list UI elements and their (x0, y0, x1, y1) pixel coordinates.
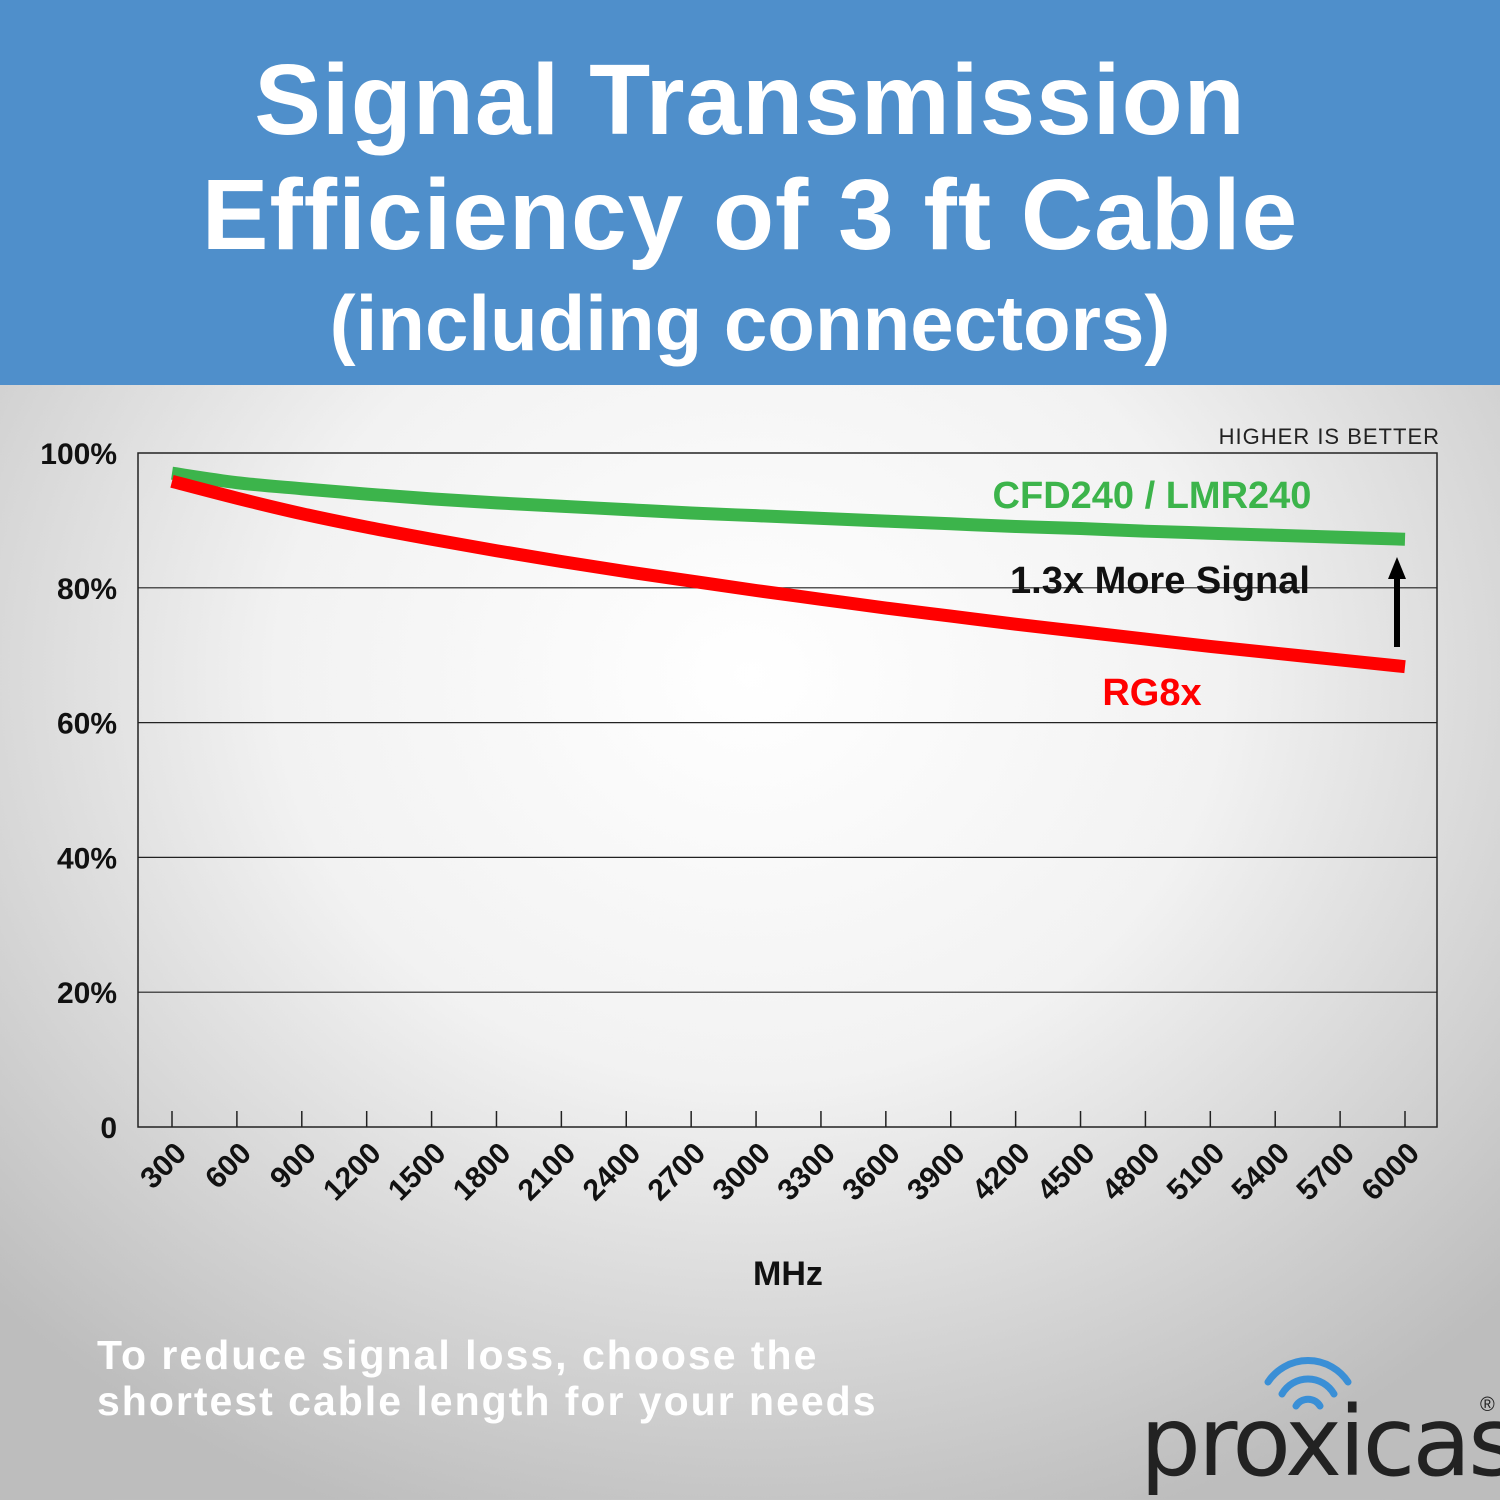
arrow-head-icon (1388, 557, 1406, 579)
x-tick-label: 300 (134, 1137, 193, 1196)
logo-text: proxicast (1140, 1386, 1500, 1498)
proxicast-logo: proxicast ® (1140, 1352, 1500, 1500)
x-tick-label: 5100 (1161, 1137, 1232, 1208)
y-tick-label: 60% (57, 708, 117, 741)
chart-subtitle: (including connectors) (329, 279, 1171, 367)
x-tick-label: 2700 (642, 1137, 713, 1208)
x-tick-label: 600 (199, 1137, 258, 1196)
series-line-rg8x (170, 475, 1406, 674)
chart-title-line2: Efficiency of 3 ft Cable (201, 159, 1299, 271)
chart-title-line1: Signal Transmission (254, 44, 1246, 156)
x-tick-label: 3000 (706, 1137, 777, 1208)
x-tick-label: 4200 (966, 1137, 1037, 1208)
more-signal-annotation: 1.3x More Signal (1010, 560, 1310, 602)
x-tick-label: 900 (264, 1137, 323, 1196)
footer-note-line1: To reduce signal loss, choose the (97, 1332, 819, 1378)
y-tick-label: 20% (57, 977, 117, 1010)
y-tick-label: 40% (57, 842, 117, 875)
x-tick-label: 5700 (1291, 1137, 1362, 1208)
x-tick-label: 6000 (1355, 1137, 1426, 1208)
y-tick-label: 80% (57, 573, 117, 606)
y-tick-label: 100% (40, 438, 117, 471)
x-tick-label: 1500 (382, 1137, 453, 1208)
x-axis-label: MHz (753, 1255, 823, 1293)
x-tick-label: 3600 (836, 1137, 907, 1208)
series-line-cfd240 (171, 466, 1406, 546)
x-tick-label: 4500 (1031, 1137, 1102, 1208)
x-tick-label: 5400 (1226, 1137, 1297, 1208)
higher-is-better-note: HIGHER IS BETTER (1219, 424, 1440, 449)
x-tick-label: 4800 (1096, 1137, 1167, 1208)
x-tick-label: 1200 (317, 1137, 388, 1208)
header-banner: Signal Transmission Efficiency of 3 ft C… (0, 0, 1500, 385)
y-tick-label: 0 (100, 1112, 117, 1145)
registered-mark: ® (1480, 1394, 1495, 1416)
wifi-icon (1264, 1357, 1352, 1410)
x-tick-label: 3300 (771, 1137, 842, 1208)
legend-label-rg8x: RG8x (1102, 672, 1201, 714)
legend-label-cfd240: CFD240 / LMR240 (993, 475, 1312, 517)
plot-frame (137, 452, 1438, 1128)
footer-note: To reduce signal loss, choose the shorte… (97, 1332, 878, 1424)
efficiency-chart: 0 20% 40% 60% 80% 100% 300 600 90012001500180021… (40, 424, 1440, 1293)
footer-note-line2: shortest cable length for your needs (97, 1378, 878, 1424)
x-tick-label: 2400 (577, 1137, 648, 1208)
x-tick-label: 2100 (512, 1137, 583, 1208)
x-tick-label: 1800 (447, 1137, 518, 1208)
x-tick-label: 3900 (901, 1137, 972, 1208)
